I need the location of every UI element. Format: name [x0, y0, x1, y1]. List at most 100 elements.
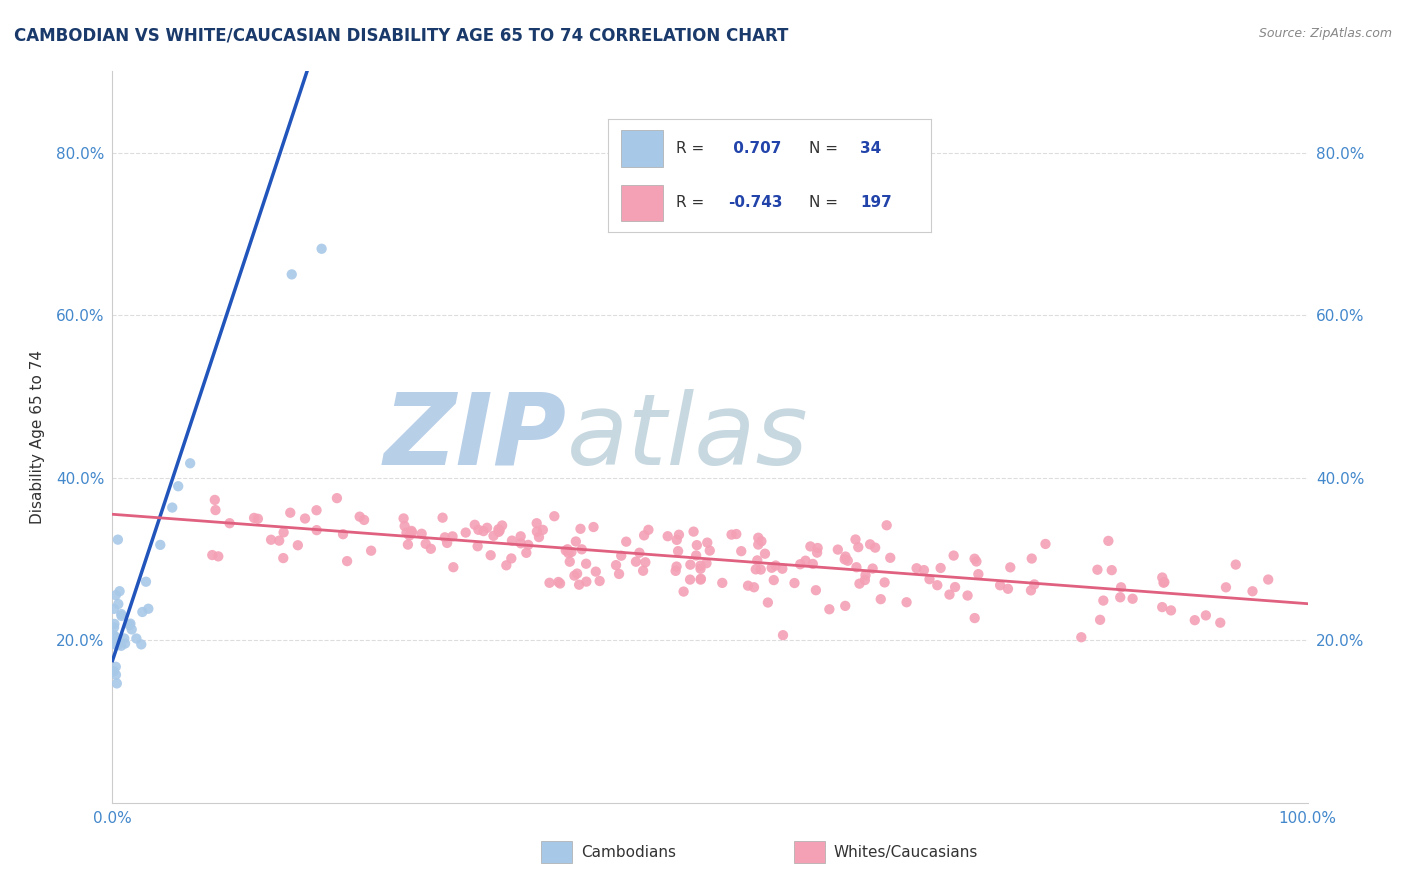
Point	[575, 557, 598, 571]
Point	[634, 555, 657, 569]
Point	[547, 574, 569, 589]
Point	[110, 607, 132, 621]
Point	[395, 525, 418, 540]
Point	[905, 561, 928, 575]
Point	[1257, 573, 1279, 587]
Point	[1184, 613, 1206, 627]
Point	[896, 595, 918, 609]
Point	[509, 529, 531, 543]
Point	[762, 573, 785, 587]
Point	[104, 588, 127, 602]
Point	[1097, 533, 1119, 548]
Point	[827, 542, 849, 557]
Point	[107, 533, 129, 547]
Point	[548, 576, 571, 591]
Point	[685, 549, 707, 563]
Point	[679, 558, 702, 572]
Point	[834, 552, 856, 566]
Point	[103, 632, 125, 646]
Text: atlas: atlas	[567, 389, 808, 485]
Point	[927, 578, 949, 592]
Point	[943, 580, 966, 594]
Point	[929, 561, 952, 575]
Point	[565, 566, 588, 581]
Point	[804, 583, 827, 598]
Point	[543, 509, 565, 524]
Text: R =: R =	[676, 195, 710, 211]
Point	[105, 676, 128, 690]
Point	[204, 503, 226, 517]
Point	[554, 543, 576, 558]
Point	[747, 553, 769, 567]
Point	[806, 546, 828, 560]
Point	[415, 537, 437, 551]
Point	[103, 664, 125, 678]
Point	[1070, 630, 1092, 644]
Point	[475, 521, 498, 535]
Point	[568, 578, 591, 592]
Point	[560, 545, 582, 559]
Point	[326, 491, 349, 505]
Point	[1109, 580, 1132, 594]
Point	[965, 554, 987, 568]
Point	[118, 618, 141, 632]
Point	[695, 556, 717, 570]
Point	[167, 479, 190, 493]
Point	[281, 268, 304, 282]
Point	[515, 546, 537, 560]
Point	[689, 558, 711, 573]
Point	[789, 558, 811, 572]
Point	[967, 567, 990, 582]
Point	[104, 667, 127, 681]
Point	[114, 636, 136, 650]
Point	[672, 584, 695, 599]
Point	[1152, 600, 1174, 615]
Point	[557, 546, 579, 560]
Point	[665, 533, 688, 547]
Point	[801, 557, 824, 571]
Point	[464, 517, 486, 532]
Point	[526, 516, 548, 531]
Point	[454, 525, 477, 540]
Point	[873, 575, 896, 590]
Point	[614, 534, 637, 549]
Point	[912, 563, 935, 577]
Point	[725, 527, 748, 541]
Point	[138, 601, 160, 615]
Point	[294, 511, 316, 525]
Point	[668, 527, 690, 541]
Point	[179, 456, 201, 470]
Point	[1215, 580, 1237, 594]
Point	[501, 533, 523, 548]
Point	[509, 536, 531, 550]
Point	[853, 573, 876, 587]
Point	[582, 520, 605, 534]
Point	[1209, 615, 1232, 630]
Point	[527, 530, 550, 544]
Point	[631, 564, 654, 578]
FancyBboxPatch shape	[621, 185, 664, 221]
Point	[336, 554, 359, 568]
Point	[218, 516, 240, 531]
Point	[637, 523, 659, 537]
Point	[531, 523, 554, 537]
Point	[1101, 563, 1123, 577]
Point	[419, 541, 441, 556]
Point	[879, 550, 901, 565]
Point	[742, 580, 765, 594]
Point	[488, 524, 510, 538]
Point	[956, 589, 979, 603]
Point	[1021, 551, 1043, 566]
Point	[271, 551, 294, 566]
Point	[855, 568, 877, 582]
Point	[942, 549, 965, 563]
Text: R =: R =	[676, 141, 710, 156]
Point	[1092, 593, 1115, 607]
Text: Cambodians: Cambodians	[581, 846, 676, 860]
Point	[260, 533, 283, 547]
Point	[633, 528, 655, 542]
Point	[938, 588, 960, 602]
Point	[696, 535, 718, 549]
Point	[131, 605, 153, 619]
Point	[754, 547, 776, 561]
